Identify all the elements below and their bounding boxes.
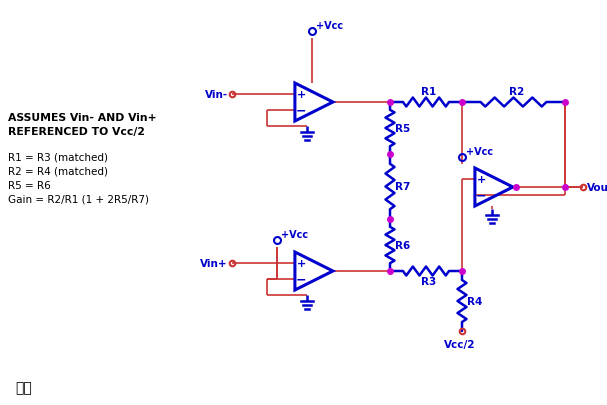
Text: R5 = R6: R5 = R6: [8, 181, 51, 190]
Text: R5: R5: [395, 124, 410, 134]
Text: REFERENCED TO Vcc/2: REFERENCED TO Vcc/2: [8, 127, 145, 136]
Text: −: −: [296, 273, 307, 286]
Text: Vout: Vout: [587, 183, 607, 192]
Text: Vcc/2: Vcc/2: [444, 339, 475, 349]
Text: R2 = R4 (matched): R2 = R4 (matched): [8, 166, 108, 177]
Text: R2: R2: [509, 87, 524, 97]
Text: Vin-: Vin-: [205, 90, 228, 100]
Text: R3: R3: [421, 276, 436, 286]
Text: R4: R4: [467, 296, 483, 306]
Text: R1 = R3 (matched): R1 = R3 (matched): [8, 153, 108, 162]
Text: +: +: [476, 175, 486, 185]
Text: +: +: [297, 90, 306, 100]
Text: R6: R6: [395, 241, 410, 250]
Text: −: −: [296, 104, 307, 117]
Text: +Vcc: +Vcc: [466, 147, 493, 157]
Text: 图十: 图十: [15, 380, 32, 394]
Text: Gain = R2/R1 (1 + 2R5/R7): Gain = R2/R1 (1 + 2R5/R7): [8, 194, 149, 205]
Text: −: −: [476, 189, 487, 202]
Text: +Vcc: +Vcc: [316, 21, 343, 31]
Text: R7: R7: [395, 182, 410, 192]
Text: Vin+: Vin+: [200, 259, 228, 269]
Text: +Vcc: +Vcc: [281, 230, 308, 239]
Text: ASSUMES Vin- AND Vin+: ASSUMES Vin- AND Vin+: [8, 113, 157, 123]
Text: +: +: [297, 259, 306, 269]
Text: R1: R1: [421, 87, 436, 97]
